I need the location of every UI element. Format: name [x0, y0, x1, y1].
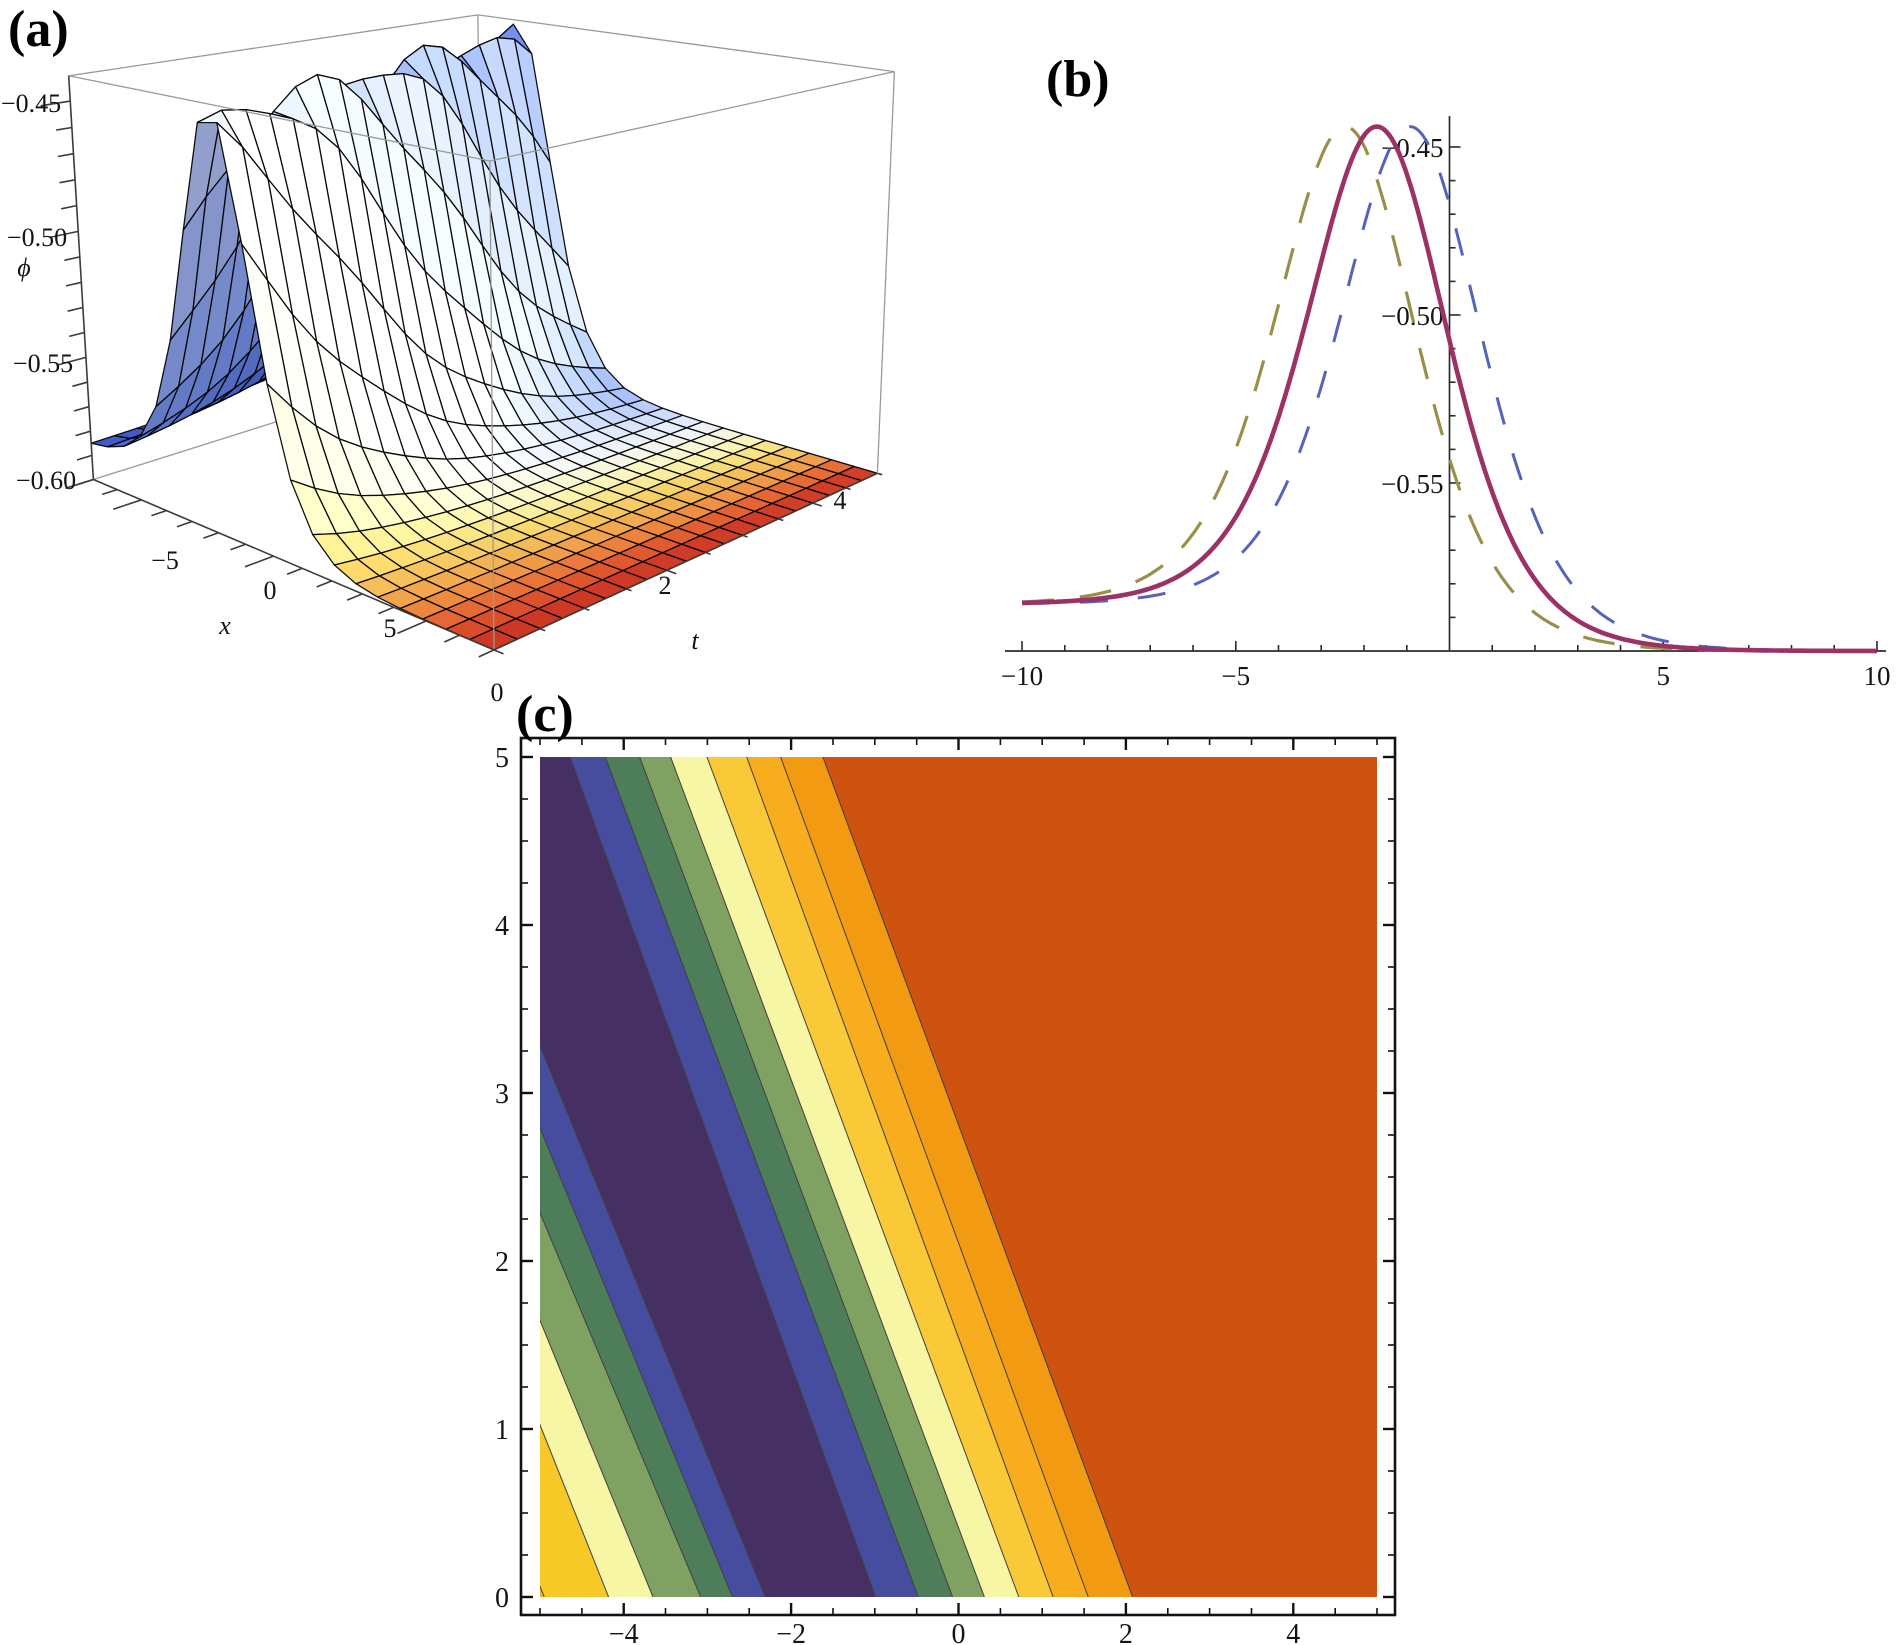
svg-text:(a): (a)	[8, 1, 69, 58]
svg-text:4: 4	[1286, 1619, 1300, 1645]
svg-text:4: 4	[834, 486, 847, 515]
svg-text:0: 0	[491, 678, 504, 707]
svg-text:5: 5	[495, 743, 509, 774]
svg-text:−2: −2	[776, 1619, 806, 1645]
svg-text:2: 2	[659, 571, 672, 600]
svg-text:−10: −10	[1001, 661, 1043, 691]
svg-text:−5: −5	[1221, 661, 1250, 691]
svg-text:t: t	[691, 626, 699, 655]
svg-text:x: x	[218, 611, 231, 640]
svg-text:5: 5	[384, 614, 397, 643]
svg-text:5: 5	[1656, 661, 1670, 691]
svg-text:2: 2	[1119, 1619, 1133, 1645]
svg-text:−4: −4	[609, 1619, 639, 1645]
svg-text:ϕ: ϕ	[17, 253, 30, 282]
svg-text:2: 2	[495, 1247, 509, 1278]
svg-text:(b): (b)	[1046, 51, 1110, 108]
svg-text:10: 10	[1864, 661, 1891, 691]
svg-text:−0.55: −0.55	[13, 349, 73, 378]
svg-text:0: 0	[952, 1619, 966, 1645]
svg-text:−5: −5	[151, 546, 179, 575]
svg-text:3: 3	[495, 1079, 509, 1110]
svg-text:−0.55: −0.55	[1381, 469, 1443, 499]
svg-text:−0.60: −0.60	[16, 466, 76, 495]
svg-text:−0.50: −0.50	[7, 223, 67, 252]
svg-text:−0.45: −0.45	[1, 89, 61, 118]
svg-text:1: 1	[495, 1415, 509, 1446]
svg-text:0: 0	[264, 576, 277, 605]
svg-text:(c): (c)	[516, 686, 574, 743]
svg-text:0: 0	[495, 1583, 509, 1614]
svg-text:4: 4	[495, 911, 509, 942]
